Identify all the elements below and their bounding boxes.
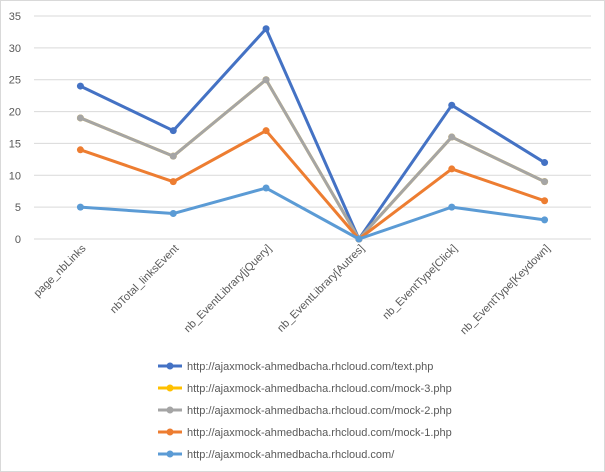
legend-swatch-marker: [166, 362, 174, 370]
data-point: [262, 76, 270, 84]
series-line: [78, 186, 547, 241]
data-point: [169, 178, 177, 186]
data-point: [262, 25, 270, 33]
data-point: [169, 210, 177, 218]
legend-swatch-marker: [166, 384, 174, 392]
data-point: [169, 152, 177, 160]
x-tick-label: nbTotal_linksEvent: [108, 243, 181, 316]
legend-swatch-marker: [166, 428, 174, 436]
x-tick-label: nb_EventType[Click]: [380, 243, 459, 322]
x-tick-label: nb_EventType[Keydown]: [458, 243, 553, 338]
series-line: [78, 129, 547, 241]
data-point: [541, 197, 549, 205]
series: [76, 184, 549, 243]
legend-item: http://ajaxmock-ahmedbacha.rhcloud.com/m…: [158, 427, 452, 439]
series: [76, 76, 549, 243]
data-point: [262, 184, 270, 192]
y-tick-label: 30: [9, 43, 21, 55]
y-tick-label: 15: [9, 138, 21, 150]
legend-label: http://ajaxmock-ahmedbacha.rhcloud.com/: [187, 449, 395, 461]
x-tick-label: page_nbLinks: [32, 242, 89, 299]
data-point: [541, 178, 549, 186]
data-point: [76, 146, 84, 154]
legend-swatch-marker: [166, 450, 174, 458]
data-point: [169, 127, 177, 135]
legend-swatch-marker: [166, 406, 174, 414]
legend-item: http://ajaxmock-ahmedbacha.rhcloud.com/m…: [158, 383, 452, 395]
legend-item: http://ajaxmock-ahmedbacha.rhcloud.com/m…: [158, 405, 452, 417]
data-point: [262, 127, 270, 135]
y-tick-label: 20: [9, 107, 21, 119]
series-line: [78, 78, 547, 241]
data-point: [541, 216, 549, 224]
series-line: [78, 27, 547, 241]
legend-label: http://ajaxmock-ahmedbacha.rhcloud.com/m…: [187, 405, 452, 417]
y-tick-label: 10: [9, 170, 21, 182]
data-point: [76, 114, 84, 122]
y-tick-label: 25: [9, 75, 21, 87]
data-point: [76, 82, 84, 90]
x-tick-label: nb_EventLibrary[jQuery]: [182, 243, 274, 335]
legend-label: http://ajaxmock-ahmedbacha.rhcloud.com/m…: [187, 427, 452, 439]
data-point: [76, 203, 84, 211]
legend-item: http://ajaxmock-ahmedbacha.rhcloud.com/: [158, 449, 395, 461]
y-tick-label: 5: [15, 202, 21, 214]
data-point: [355, 235, 363, 243]
y-tick-label: 0: [15, 234, 21, 246]
legend-label: http://ajaxmock-ahmedbacha.rhcloud.com/t…: [187, 361, 433, 373]
data-point: [448, 101, 456, 109]
data-point: [448, 133, 456, 141]
y-tick-label: 35: [9, 11, 21, 23]
legend-label: http://ajaxmock-ahmedbacha.rhcloud.com/m…: [187, 383, 452, 395]
x-tick-label: nb_EventLibrary[Autres]: [275, 243, 367, 335]
legend-item: http://ajaxmock-ahmedbacha.rhcloud.com/t…: [158, 361, 433, 373]
data-point: [541, 159, 549, 167]
series: [76, 25, 549, 243]
data-point: [448, 203, 456, 211]
data-point: [448, 165, 456, 173]
